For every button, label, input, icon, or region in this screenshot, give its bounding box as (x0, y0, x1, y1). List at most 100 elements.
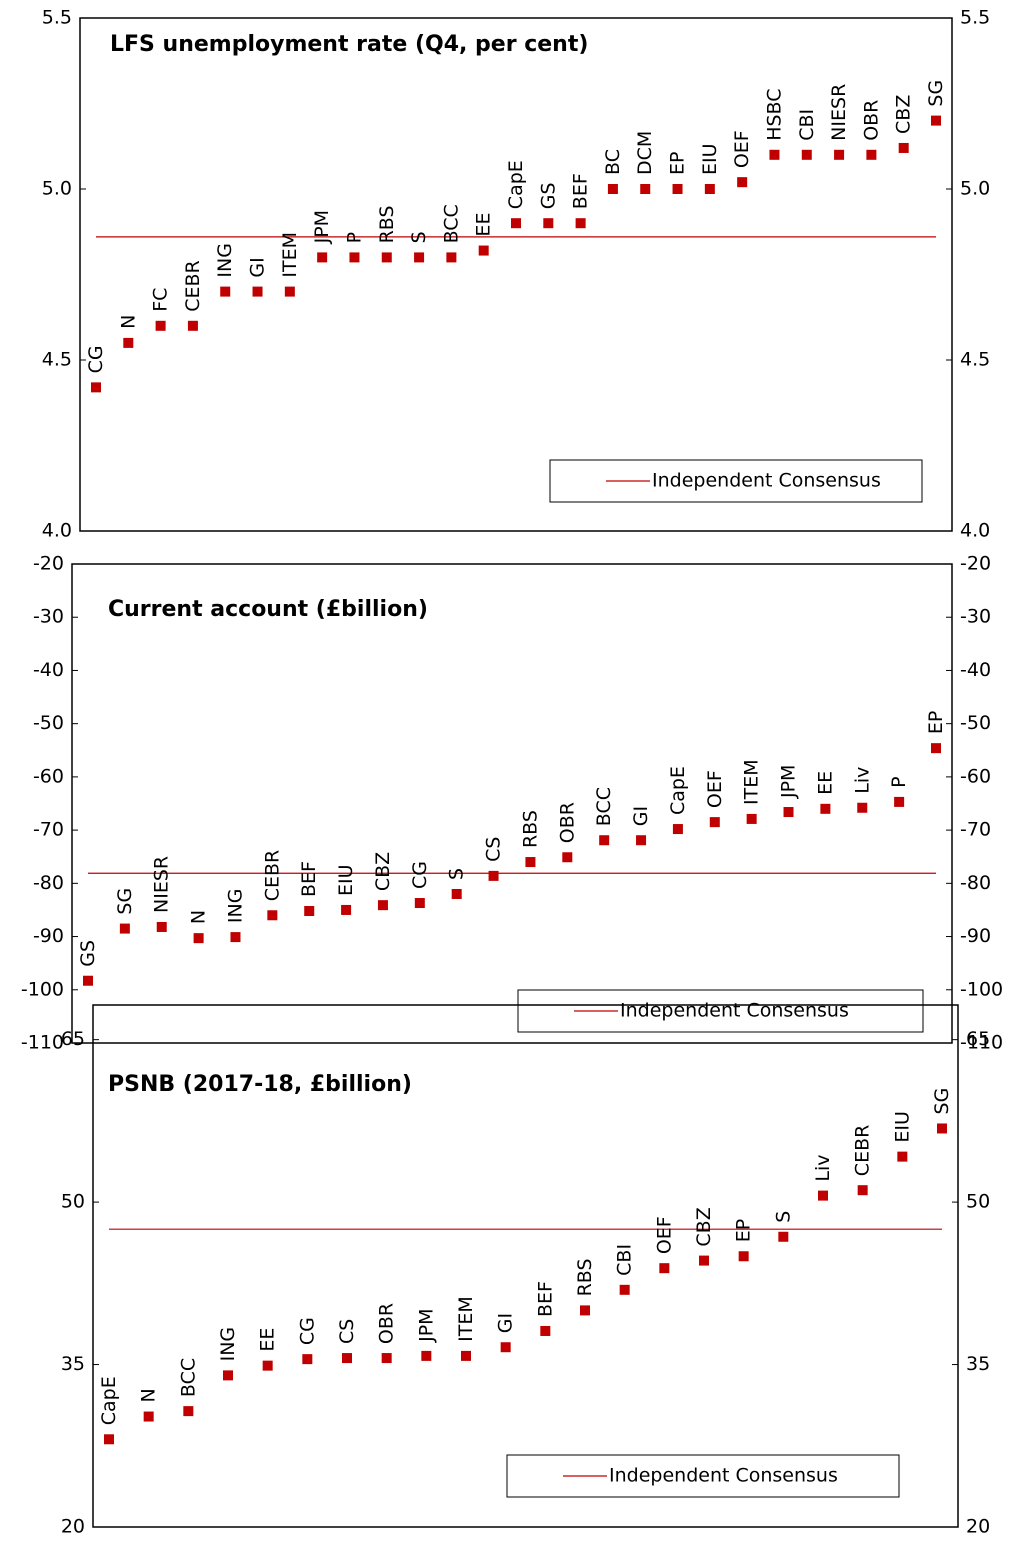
data-point (421, 1350, 432, 1361)
y-tick-label: 65 (61, 1028, 85, 1050)
y2-tick-label: 5.5 (960, 7, 990, 29)
point-label: EE (257, 1328, 279, 1352)
y-tick-label: 35 (61, 1353, 85, 1375)
data-point (783, 807, 794, 818)
point-label: CG (409, 861, 431, 889)
point-label: BCC (440, 204, 462, 243)
point-label: BEF (298, 861, 320, 897)
data-point (672, 824, 683, 835)
plot-frame (92, 1004, 959, 1528)
point-label: P (343, 232, 365, 243)
data-point (183, 1406, 194, 1417)
data-point (91, 382, 101, 393)
y2-tick-label: -90 (960, 925, 991, 947)
y2-tick-label: 5.0 (960, 178, 990, 200)
y2-tick-label: 50 (966, 1191, 990, 1213)
y2-tick-label: -40 (960, 659, 991, 681)
data-point (525, 857, 536, 868)
chart-title: PSNB (2017-18, £billion) (108, 1072, 412, 1097)
data-point (267, 910, 278, 921)
point-label: CEBR (852, 1125, 874, 1177)
data-point (317, 252, 328, 263)
point-label: NIESR (151, 856, 173, 913)
point-label: BC (602, 149, 624, 175)
point-label: BEF (570, 173, 592, 209)
point-label: JPM (311, 210, 333, 244)
data-point (488, 870, 499, 881)
data-point (580, 1305, 590, 1316)
data-point (284, 286, 295, 297)
data-point (143, 1411, 154, 1422)
point-label: ING (224, 889, 246, 924)
data-point (778, 1231, 789, 1242)
point-label: OEF (704, 770, 726, 808)
data-point (704, 184, 715, 194)
point-label: Liv (812, 1154, 834, 1181)
y2-tick-label: -30 (960, 606, 991, 628)
data-point (500, 1342, 511, 1353)
data-point (866, 149, 877, 160)
plot-frame (79, 17, 953, 532)
data-point (304, 906, 315, 917)
data-point (414, 252, 425, 263)
point-label: RBS (519, 810, 541, 848)
data-point (857, 1185, 868, 1196)
y-tick-label: 4.5 (42, 349, 72, 371)
plot-frame (71, 563, 953, 1044)
point-label: EP (667, 152, 689, 175)
point-label: CapE (505, 160, 527, 209)
point-label: CEBR (261, 850, 283, 902)
point-label: S (408, 231, 430, 243)
y2-tick-label: 65 (966, 1028, 990, 1050)
point-label: SG (925, 80, 947, 107)
point-label: GS (537, 182, 559, 209)
data-point (342, 1353, 352, 1364)
y-tick-label: -20 (33, 553, 64, 575)
chart-title: LFS unemployment rate (Q4, per cent) (110, 32, 588, 57)
point-label: EIU (699, 143, 721, 175)
y2-tick-label: -110 (960, 1032, 1003, 1054)
point-label: EIU (891, 1111, 913, 1143)
data-point (381, 1353, 392, 1364)
y2-tick-label: 4.5 (960, 349, 990, 371)
data-point (607, 184, 618, 194)
data-point (123, 337, 134, 348)
point-label: RBS (574, 1258, 596, 1296)
y-tick-label: 50 (61, 1191, 85, 1213)
point-label: BCC (177, 1358, 199, 1397)
data-point (156, 921, 167, 932)
legend-label: Independent Consensus (609, 1465, 838, 1487)
point-label: GS (77, 940, 99, 967)
point-label: CBZ (693, 1207, 715, 1246)
point-label: FC (150, 288, 172, 312)
data-point (746, 813, 757, 824)
point-label: P (888, 776, 910, 787)
legend-label: Independent Consensus (652, 470, 881, 492)
data-point (381, 252, 392, 263)
point-label: EE (473, 213, 495, 237)
point-label: CEBR (182, 260, 204, 312)
y2-tick-label: -100 (960, 978, 1003, 1000)
data-point (119, 923, 130, 934)
data-point (262, 1360, 273, 1371)
data-point (540, 1325, 551, 1336)
y-tick-label: -50 (33, 712, 64, 734)
data-point (737, 177, 748, 188)
data-point (931, 115, 941, 126)
data-point (341, 904, 352, 915)
point-label: OBR (376, 1303, 398, 1344)
data-point (931, 743, 941, 754)
point-label: ING (217, 1327, 239, 1362)
point-label: CG (296, 1317, 318, 1345)
point-label: EIU (335, 864, 357, 896)
y-tick-label: -70 (33, 819, 64, 841)
y-tick-label: -110 (21, 1032, 64, 1054)
y2-tick-label: -70 (960, 819, 991, 841)
point-label: NIESR (828, 84, 850, 141)
point-label: DCM (634, 131, 656, 175)
data-point (599, 835, 610, 846)
data-point (414, 898, 425, 909)
y-tick-label: 5.5 (42, 7, 72, 29)
